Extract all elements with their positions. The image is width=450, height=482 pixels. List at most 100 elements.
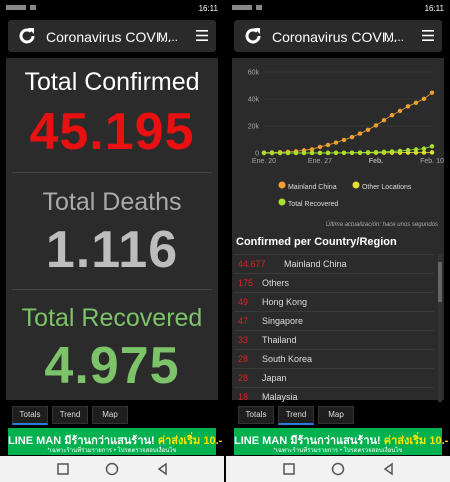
- legend-label: Other Locations: [361, 184, 412, 191]
- time: 16:11: [424, 4, 444, 13]
- recent-button[interactable]: [283, 463, 295, 475]
- table-row[interactable]: 18 Malaysia: [234, 387, 434, 406]
- home-button[interactable]: [331, 462, 345, 476]
- confirmed-count: 28: [238, 373, 249, 383]
- table-row[interactable]: 28 South Korea: [234, 349, 434, 368]
- back-button[interactable]: [383, 462, 393, 476]
- ad-note: *เฉพาะร้านที่ร่วมรายการ • โปรดตรวจสอบเงื…: [273, 448, 403, 454]
- y-tick-label: 0: [255, 151, 259, 158]
- deaths-label: Total Deaths: [42, 188, 182, 216]
- x-tick-label: Feb. 10: [420, 158, 444, 165]
- data-point: [365, 150, 371, 155]
- table-row[interactable]: 49 Hong Kong: [234, 292, 434, 311]
- country-name: Others: [262, 278, 290, 288]
- data-point: [429, 90, 435, 95]
- confirmed-count: 49: [238, 297, 249, 307]
- y-tick-label: 40k: [248, 97, 260, 104]
- table-row[interactable]: 33 Thailand: [234, 330, 434, 349]
- home-button[interactable]: [105, 462, 119, 476]
- legend-item: Other Locations: [352, 181, 411, 191]
- data-point: [413, 147, 419, 152]
- divider: [12, 172, 212, 173]
- ad-text: LINE MAN มีร้านกว่าแสนร้าน!: [8, 435, 155, 447]
- data-point: [285, 150, 291, 156]
- refresh-button[interactable]: [16, 25, 38, 47]
- nav-buttons: [57, 462, 167, 476]
- confirmed-count: 33: [238, 335, 249, 345]
- screen-totals: 16:11 Coronavirus COVI... M... Total Con…: [0, 0, 224, 482]
- data-point: [309, 147, 315, 152]
- data-point: [325, 150, 331, 156]
- data-point: [405, 104, 411, 109]
- screen-trend: 16:11 Coronavirus COVI... M... 0 20k 40k 60…: [226, 0, 450, 482]
- status-bar: 16:11: [0, 0, 224, 16]
- tab[interactable]: Totals: [12, 406, 48, 425]
- data-point: [381, 149, 387, 154]
- data-point: [325, 142, 331, 148]
- data-point: [317, 150, 323, 156]
- data-point: [397, 108, 403, 114]
- x-tick-label: Ene. 27: [308, 158, 332, 165]
- data-point: [341, 137, 347, 143]
- menu-button[interactable]: [196, 30, 208, 41]
- data-point: [373, 123, 379, 128]
- y-tick-label: 20k: [248, 124, 260, 131]
- table-row[interactable]: 47 Singapore: [234, 311, 434, 330]
- table-row[interactable]: 28 Japan: [234, 368, 434, 387]
- ad-banner[interactable]: LINE MAN มีร้านกว่าแสนร้าน! ค่าส่งเริ่ม …: [234, 428, 448, 455]
- app-title: Coronavirus COVI...: [272, 29, 398, 45]
- legend-label: Total Recovered: [287, 201, 339, 208]
- recovered-value: 4.975: [44, 337, 180, 395]
- table-row[interactable]: 175 Others: [234, 273, 434, 292]
- data-point: [405, 148, 411, 153]
- refresh-button[interactable]: [242, 25, 264, 47]
- nav-bar: [226, 456, 450, 482]
- app-title: Coronavirus COVI...: [46, 29, 172, 45]
- tab[interactable]: Totals: [238, 406, 274, 424]
- app-header: Coronavirus COVI... M...: [234, 20, 442, 52]
- data-point: [413, 150, 419, 155]
- time: 16:11: [198, 4, 218, 13]
- tab[interactable]: Map: [318, 406, 354, 424]
- country-name: Japan: [262, 373, 287, 383]
- data-point: [333, 150, 339, 156]
- menu-button[interactable]: [422, 30, 434, 41]
- ad-banner[interactable]: LINE MAN มีร้านกว่าแสนร้าน! ค่าส่งเริ่ม …: [8, 428, 222, 455]
- ad-highlight: ค่าส่งเริ่ม 10.-: [383, 435, 449, 447]
- data-point: [349, 134, 355, 140]
- recovered-label: Total Recovered: [21, 304, 203, 332]
- data-point: [269, 150, 275, 156]
- scrollbar: [438, 254, 442, 402]
- data-point: [389, 149, 395, 154]
- nav-buttons: [283, 462, 393, 476]
- totals-panel: Total Confirmed 45.195 Total Deaths 1.11…: [6, 58, 218, 400]
- x-tick-label: Feb.: [369, 158, 383, 165]
- update-note: Última actualización: hace unos segundos: [325, 222, 438, 228]
- table-title: Confirmed per Country/Region: [236, 236, 397, 248]
- series-line: [263, 92, 433, 154]
- data-point: [373, 149, 379, 155]
- confirmed-count: 28: [238, 354, 249, 364]
- data-point: [421, 96, 427, 101]
- data-point: [261, 150, 267, 156]
- legend-label: Mainland China: [287, 184, 337, 191]
- series-line: [264, 145, 433, 154]
- tab[interactable]: Trend: [278, 406, 314, 425]
- confirmed-count: 47: [238, 316, 249, 326]
- data-point: [293, 150, 299, 156]
- app-title-more: M...: [384, 30, 404, 44]
- tab[interactable]: Trend: [52, 406, 88, 424]
- data-point: [413, 100, 419, 105]
- y-tick-label: 60k: [248, 70, 260, 77]
- back-button[interactable]: [157, 462, 167, 476]
- data-point: [365, 127, 371, 132]
- confirmed-count: 175: [238, 278, 254, 288]
- divider: [12, 289, 212, 290]
- table-row[interactable]: 44.677 Mainland China: [234, 254, 434, 273]
- data-point: [341, 150, 347, 155]
- status-icons: [232, 5, 262, 10]
- tab[interactable]: Map: [92, 406, 128, 424]
- recent-button[interactable]: [57, 463, 69, 475]
- data-point: [357, 131, 363, 136]
- data-point: [397, 148, 403, 154]
